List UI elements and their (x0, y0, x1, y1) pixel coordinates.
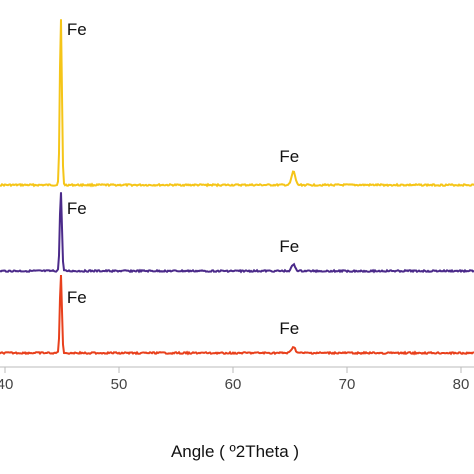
series-layer: Fe Fe Fe Fe Fe Fe (0, 19, 474, 356)
peak-label: Fe (67, 199, 87, 218)
series-2-line (0, 192, 474, 274)
x-tick-label: 50 (111, 376, 128, 393)
series-3-line (0, 274, 474, 356)
x-axis-title: Angle ( º2Theta ) (171, 442, 299, 461)
x-tick-label: 70 (339, 376, 356, 393)
series-1-line (0, 19, 474, 188)
peak-label: Fe (279, 147, 299, 166)
series-3: Fe Fe (0, 274, 474, 356)
x-tick-label: 80 (453, 376, 470, 393)
series-1: Fe Fe (0, 19, 474, 188)
peak-label: Fe (67, 288, 87, 307)
peak-label: Fe (279, 237, 299, 256)
peak-label: Fe (67, 20, 87, 39)
x-tick-label: 60 (225, 376, 242, 393)
x-tick-label: 40 (0, 376, 13, 393)
peak-label: Fe (279, 319, 299, 338)
series-2: Fe Fe (0, 192, 474, 274)
x-tick-layer: 40 50 60 70 80 (0, 367, 469, 393)
